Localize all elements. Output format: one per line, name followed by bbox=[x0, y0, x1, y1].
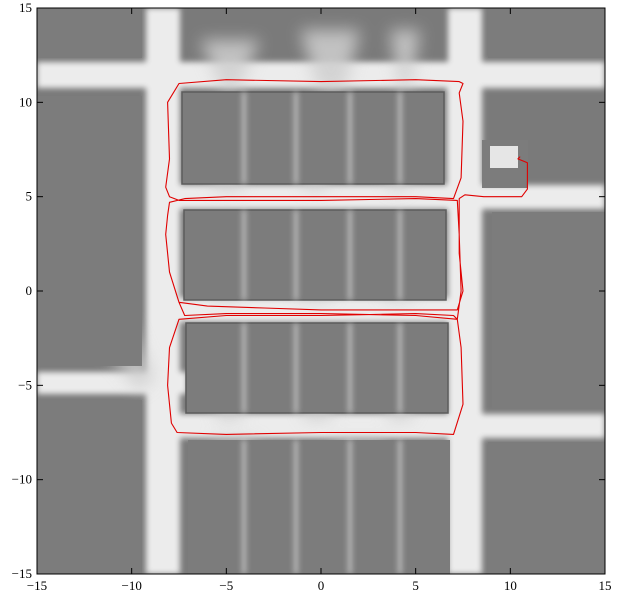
y-tick-label: 10 bbox=[19, 94, 32, 109]
trajectory-series bbox=[165, 79, 528, 435]
x-tick-label: −5 bbox=[219, 578, 233, 593]
y-tick-label: −10 bbox=[12, 472, 32, 487]
y-tick-label: −15 bbox=[12, 566, 32, 581]
trajectory-line-0 bbox=[165, 79, 528, 435]
x-tick-label: −15 bbox=[27, 578, 47, 593]
occupancy-map-background bbox=[37, 8, 605, 574]
x-tick-label: 0 bbox=[318, 578, 325, 593]
y-tick-label: 15 bbox=[19, 0, 32, 15]
y-tick-label: −5 bbox=[18, 377, 32, 392]
x-tick-label: 10 bbox=[504, 578, 517, 593]
x-tick-label: 5 bbox=[412, 578, 419, 593]
axis-ticks: −15 −10 −5 0 5 10 15 −15 −10 −5 0 5 10 15 bbox=[12, 0, 612, 593]
x-tick-label: −10 bbox=[121, 578, 141, 593]
x-tick-label: 15 bbox=[599, 578, 612, 593]
y-tick-label: 0 bbox=[26, 283, 33, 298]
y-tick-label: 5 bbox=[26, 189, 33, 204]
